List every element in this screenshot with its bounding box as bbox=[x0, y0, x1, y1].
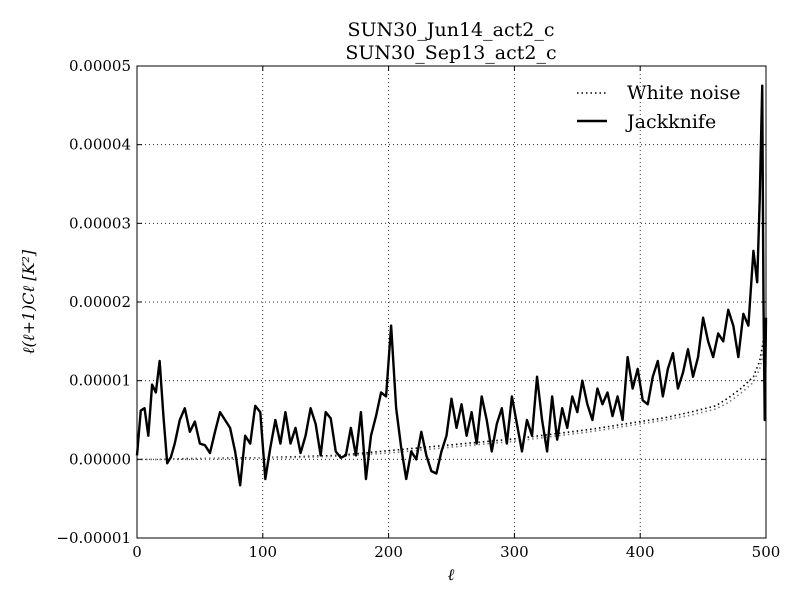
x-tick-label: 500 bbox=[752, 543, 781, 561]
x-tick-label: 300 bbox=[500, 543, 529, 561]
y-axis-label: ℓ(ℓ+1)Cℓ [K²] bbox=[19, 249, 38, 354]
series-line-jackknife-2 bbox=[135, 84, 768, 487]
series-layer bbox=[135, 84, 768, 487]
y-tick-labels: −0.00001 0.00000 0.00001 0.00002 0.00003 0.00… bbox=[56, 57, 131, 547]
x-tick-label: 200 bbox=[374, 543, 403, 561]
legend-label-white-noise: White noise bbox=[627, 82, 741, 104]
x-tick-label: 0 bbox=[132, 543, 142, 561]
y-tick-label: 0.00003 bbox=[69, 214, 131, 232]
chart-title-line-2: SUN30_Sep13_act2_c bbox=[345, 42, 556, 64]
x-tick-label: 100 bbox=[248, 543, 277, 561]
y-tick-label: 0.00000 bbox=[69, 450, 131, 468]
y-tick-label: 0.00001 bbox=[69, 372, 131, 390]
tick-marks bbox=[136, 65, 767, 539]
x-tick-labels: 0 100 200 300 400 500 bbox=[132, 543, 780, 561]
series-line-white-noise-1 bbox=[137, 341, 767, 461]
y-tick-label: 0.00004 bbox=[69, 136, 131, 154]
x-axis-label: ℓ bbox=[448, 565, 455, 584]
x-tick-label: 400 bbox=[626, 543, 655, 561]
y-tick-label: −0.00001 bbox=[56, 529, 131, 547]
chart-title-line-1: SUN30_Jun14_act2_c bbox=[348, 19, 555, 41]
legend: White noise Jackknife bbox=[577, 82, 741, 133]
y-tick-label: 0.00005 bbox=[69, 57, 131, 75]
y-tick-label: 0.00002 bbox=[69, 293, 131, 311]
legend-label-jackknife: Jackknife bbox=[625, 111, 716, 133]
